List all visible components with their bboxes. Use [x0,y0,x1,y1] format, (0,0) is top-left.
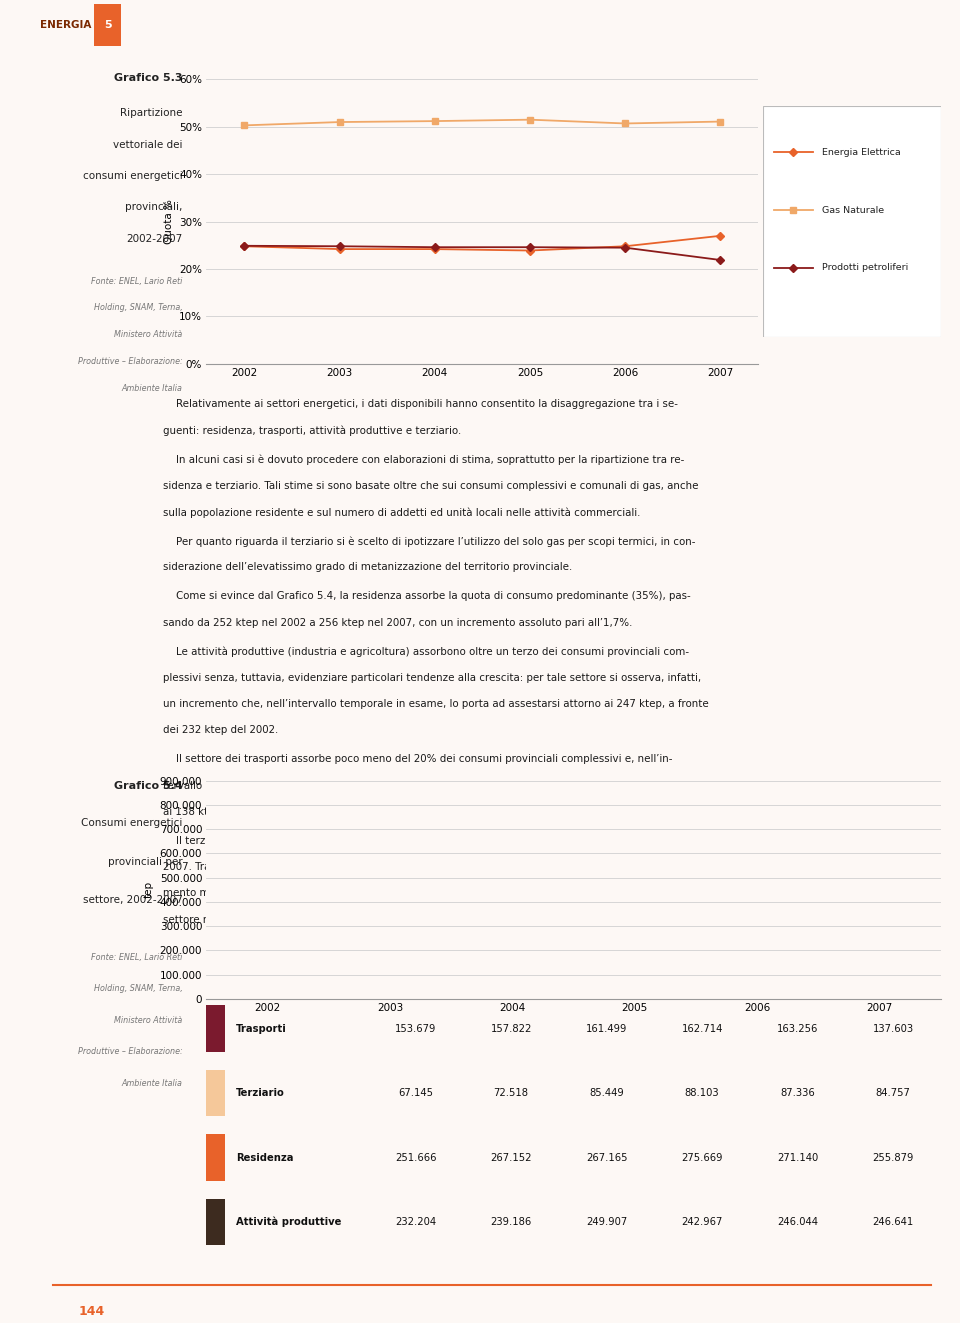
Text: ENERGIA: ENERGIA [39,20,91,30]
Text: consumi energetici: consumi energetici [83,171,182,181]
Text: 87.336: 87.336 [780,1089,815,1098]
Text: plessivi senza, tuttavia, evidenziare particolari tendenze alla crescita: per ta: plessivi senza, tuttavia, evidenziare pa… [163,673,702,683]
Text: sidenza e terziario. Tali stime si sono basate oltre che sui consumi complessivi: sidenza e terziario. Tali stime si sono … [163,480,699,491]
Text: Grafico 5.4: Grafico 5.4 [113,781,182,791]
Text: 88.103: 88.103 [684,1089,719,1098]
Text: 249.907: 249.907 [586,1217,627,1228]
Text: provinciali,: provinciali, [125,202,182,212]
Text: Prodotti petroliferi: Prodotti petroliferi [822,263,908,273]
Text: 242.967: 242.967 [682,1217,723,1228]
Text: Produttive – Elaborazione:: Produttive – Elaborazione: [78,357,182,366]
Text: Il settore dei trasporti assorbe poco meno del 20% dei consumi provinciali compl: Il settore dei trasporti assorbe poco me… [163,754,673,765]
Text: guenti: residenza, trasporti, attività produttive e terziario.: guenti: residenza, trasporti, attività p… [163,426,462,437]
Text: Produttive – Elaborazione:: Produttive – Elaborazione: [78,1048,182,1056]
Bar [206,1199,225,1245]
Text: 246.044: 246.044 [777,1217,818,1228]
Text: Energia Elettrica: Energia Elettrica [822,148,900,156]
Text: Grafico 5.3: Grafico 5.3 [114,73,182,83]
Text: settore, 2002-2007: settore, 2002-2007 [83,896,182,905]
Text: 153.679: 153.679 [395,1024,437,1033]
Text: Fonte: ENEL, Lario Reti: Fonte: ENEL, Lario Reti [91,277,182,286]
Text: provinciali per: provinciali per [108,856,182,867]
Text: In alcuni casi si è dovuto procedere con elaborazioni di stima, soprattutto per : In alcuni casi si è dovuto procedere con… [163,455,684,466]
Text: vettoriale dei: vettoriale dei [113,140,182,149]
Bar [94,4,121,46]
Text: Ministero Attività: Ministero Attività [114,331,182,339]
Text: mento medio annuale di oltre il 7,5%. Tra i consumi elettrici del terziario il c: mento medio annuale di oltre il 7,5%. Tr… [163,888,713,898]
Text: 144: 144 [78,1304,105,1318]
Text: 161.499: 161.499 [586,1024,627,1033]
Text: 232.204: 232.204 [396,1217,436,1228]
Text: Ambiente Italia: Ambiente Italia [122,1078,182,1088]
Bar [206,1070,225,1117]
Text: 157.822: 157.822 [491,1024,532,1033]
Text: Residenza: Residenza [236,1152,293,1163]
Text: un incremento che, nell’intervallo temporale in esame, lo porta ad assestarsi at: un incremento che, nell’intervallo tempo… [163,699,708,709]
Text: 2002-2007: 2002-2007 [126,234,182,243]
Text: ai 138 ktep del 2007.: ai 138 ktep del 2007. [163,807,273,816]
Text: 137.603: 137.603 [873,1024,914,1033]
Text: Fonte: ENEL, Lario Reti: Fonte: ENEL, Lario Reti [91,953,182,962]
Bar [206,1005,225,1052]
Text: 251.666: 251.666 [395,1152,437,1163]
Text: Ripartizione: Ripartizione [120,108,182,119]
Text: Terziario: Terziario [236,1089,284,1098]
Text: sulla popolazione residente e sul numero di addetti ed unità locali nelle attivi: sulla popolazione residente e sul numero… [163,507,640,517]
Text: Trasporti: Trasporti [236,1024,286,1033]
Text: 84.757: 84.757 [876,1089,910,1098]
Text: 162.714: 162.714 [682,1024,723,1033]
Text: settore maggiormente energivoro, assorbendo oltre il 30% dei consumi elettrici.: settore maggiormente energivoro, assorbe… [163,914,577,925]
Text: 267.165: 267.165 [586,1152,628,1163]
Bar [206,1135,225,1181]
Text: 2007. Tra il 1990 e il 2007 il settore ha incrementato i propri consumi elettric: 2007. Tra il 1990 e il 2007 il settore h… [163,863,684,872]
Text: sando da 252 ktep nel 2002 a 256 ktep nel 2007, con un incremento assoluto pari : sando da 252 ktep nel 2002 a 256 ktep ne… [163,618,633,627]
Text: Il terziario fa registrare la crescita più consistente pari al 26%, assestandosi: Il terziario fa registrare la crescita p… [163,836,679,847]
Text: Attività produttive: Attività produttive [236,1217,341,1228]
Text: siderazione dell’elevatissimo grado di metanizzazione del territorio provinciale: siderazione dell’elevatissimo grado di m… [163,562,572,573]
Text: 271.140: 271.140 [777,1152,818,1163]
Text: Per quanto riguarda il terziario si è scelto di ipotizzare l’utilizzo del solo g: Per quanto riguarda il terziario si è sc… [163,536,696,546]
Text: Ambiente Italia: Ambiente Italia [122,384,182,393]
Text: 267.152: 267.152 [491,1152,532,1163]
Text: Relativamente ai settori energetici, i dati disponibili hanno consentito la disa: Relativamente ai settori energetici, i d… [163,400,678,409]
Text: dei 232 ktep del 2002.: dei 232 ktep del 2002. [163,725,278,736]
Text: Holding, SNAM, Terna,: Holding, SNAM, Terna, [94,984,182,994]
Text: tervallo in esame, ha fatto registrare un calo assoluto superiore al 10%, passan: tervallo in esame, ha fatto registrare u… [163,781,701,791]
Text: 255.879: 255.879 [873,1152,914,1163]
Text: Ministero Attività: Ministero Attività [114,1016,182,1025]
Text: 275.669: 275.669 [682,1152,723,1163]
Y-axis label: tep: tep [144,881,155,898]
Y-axis label: Quota %: Quota % [163,200,174,243]
Text: 72.518: 72.518 [493,1089,529,1098]
Text: 239.186: 239.186 [491,1217,532,1228]
Text: 67.145: 67.145 [398,1089,433,1098]
Text: Le attività produttive (industria e agricoltura) assorbono oltre un terzo dei co: Le attività produttive (industria e agri… [163,647,689,658]
Text: 85.449: 85.449 [589,1089,624,1098]
Text: 163.256: 163.256 [777,1024,818,1033]
Text: 5: 5 [104,20,111,30]
Text: Come si evince dal Grafico 5.4, la residenza assorbe la quota di consumo predomi: Come si evince dal Grafico 5.4, la resid… [163,591,691,602]
Text: 246.641: 246.641 [873,1217,914,1228]
Text: Holding, SNAM, Terna,: Holding, SNAM, Terna, [94,303,182,312]
Text: Consumi energetici: Consumi energetici [81,818,182,828]
Text: Gas Naturale: Gas Naturale [822,205,884,214]
